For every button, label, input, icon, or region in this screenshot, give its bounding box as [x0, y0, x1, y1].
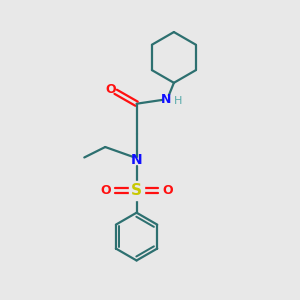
Text: O: O	[162, 184, 172, 197]
Text: O: O	[100, 184, 111, 197]
Text: N: N	[131, 154, 142, 167]
Text: O: O	[105, 83, 116, 96]
Text: H: H	[174, 96, 182, 106]
Text: N: N	[161, 93, 172, 106]
Text: S: S	[131, 183, 142, 198]
